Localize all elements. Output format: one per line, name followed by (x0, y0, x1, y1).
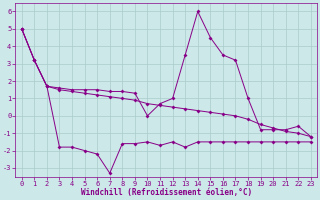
X-axis label: Windchill (Refroidissement éolien,°C): Windchill (Refroidissement éolien,°C) (81, 188, 252, 197)
